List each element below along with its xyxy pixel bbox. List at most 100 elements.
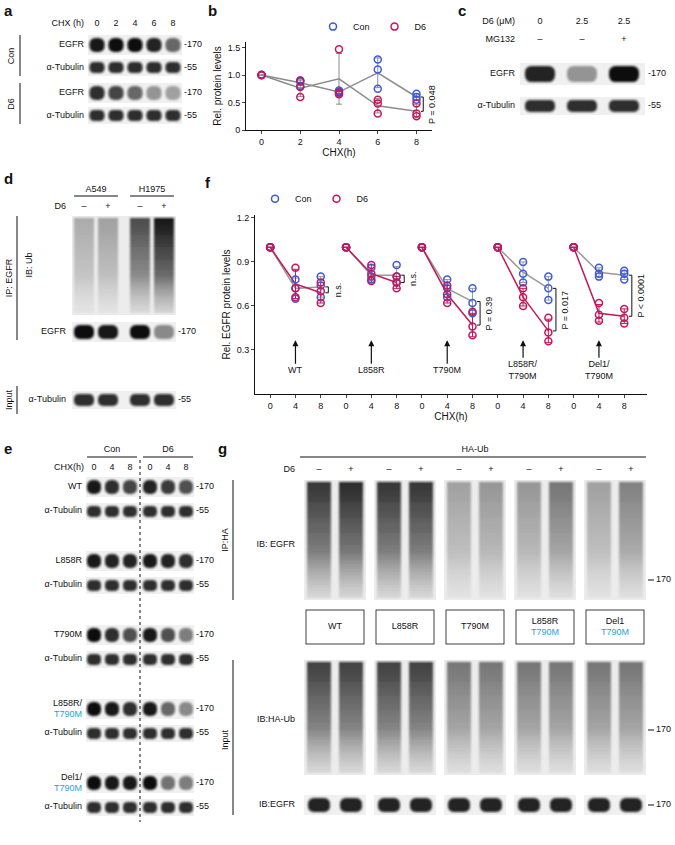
svg-text:D6 (μM): D6 (μM) (482, 16, 515, 26)
svg-text:IB: EGFR: IB: EGFR (256, 539, 295, 549)
svg-text:α-Tubulin: α-Tubulin (45, 505, 82, 515)
svg-text:-170: -170 (184, 87, 202, 97)
svg-text:+: + (558, 464, 563, 474)
svg-text:Con: Con (6, 48, 16, 65)
svg-text:1.5: 1.5 (228, 43, 241, 53)
svg-text:L858R/T790M: L858R/T790M (508, 359, 538, 381)
svg-text:D6: D6 (283, 464, 295, 474)
svg-text:T790M: T790M (433, 365, 461, 375)
svg-text:-55: -55 (196, 727, 209, 737)
svg-text:-170: -170 (196, 777, 214, 787)
svg-text:c: c (458, 2, 466, 19)
svg-text:0: 0 (259, 137, 264, 147)
svg-text:CHX(h): CHX(h) (434, 411, 467, 422)
svg-text:D6: D6 (162, 444, 174, 454)
svg-text:b: b (208, 2, 217, 19)
svg-text:0.6: 0.6 (237, 301, 250, 311)
svg-text:4: 4 (336, 137, 341, 147)
svg-text:0: 0 (235, 125, 240, 135)
svg-text:4: 4 (109, 462, 114, 472)
svg-text:0.9: 0.9 (237, 257, 250, 267)
svg-text:2.5: 2.5 (618, 16, 631, 26)
svg-text:Del1/T790M: Del1/T790M (585, 359, 613, 381)
svg-text:-170: -170 (184, 39, 202, 49)
svg-text:-55: -55 (184, 110, 197, 120)
svg-text:P < 0.0001: P < 0.0001 (636, 274, 646, 318)
svg-text:+: + (348, 464, 353, 474)
svg-text:0: 0 (495, 401, 500, 411)
svg-text:WT: WT (328, 621, 342, 631)
svg-text:EGFR: EGFR (490, 68, 516, 78)
svg-text:+: + (488, 464, 493, 474)
svg-text:Rel. EGFR protein levels: Rel. EGFR protein levels (221, 249, 232, 359)
svg-text:2: 2 (113, 18, 118, 28)
svg-text:1.0: 1.0 (228, 70, 241, 80)
svg-text:T790M: T790M (531, 627, 559, 637)
svg-text:α-Tubulin: α-Tubulin (478, 100, 515, 110)
svg-text:0: 0 (571, 401, 576, 411)
svg-text:-170: -170 (196, 629, 214, 639)
svg-text:Input: Input (220, 729, 230, 750)
svg-text:P = 0.017: P = 0.017 (560, 291, 570, 330)
svg-text:-170: -170 (196, 481, 214, 491)
svg-text:CHX (h): CHX (h) (51, 18, 84, 28)
svg-text:HA-Ub: HA-Ub (461, 444, 488, 454)
svg-text:IP:HA: IP:HA (220, 528, 230, 552)
svg-text:0: 0 (91, 462, 96, 472)
svg-text:n.s.: n.s. (333, 283, 343, 298)
svg-text:1.2: 1.2 (237, 213, 250, 223)
svg-text:–: – (579, 34, 584, 44)
svg-text:A549: A549 (85, 184, 106, 194)
svg-text:-55: -55 (196, 801, 209, 811)
svg-text:6: 6 (151, 18, 156, 28)
svg-text:–: – (596, 464, 601, 474)
svg-text:0.5: 0.5 (228, 98, 241, 108)
svg-text:-170: -170 (648, 68, 666, 78)
svg-text:g: g (218, 440, 227, 457)
svg-text:EGFR: EGFR (41, 326, 67, 336)
svg-text:Con: Con (353, 22, 370, 32)
svg-text:MG132: MG132 (485, 34, 515, 44)
svg-text:6: 6 (375, 137, 380, 147)
svg-text:EGFR: EGFR (59, 39, 85, 49)
svg-text:-170: -170 (196, 703, 214, 713)
svg-text:T790M: T790M (54, 783, 82, 793)
svg-text:EGFR: EGFR (59, 87, 85, 97)
svg-text:2: 2 (298, 137, 303, 147)
svg-text:-55: -55 (196, 579, 209, 589)
svg-text:8: 8 (546, 401, 551, 411)
svg-text:Con: Con (295, 194, 312, 204)
svg-text:-170: -170 (196, 555, 214, 565)
svg-text:170: 170 (656, 724, 671, 734)
svg-text:Del1: Del1 (606, 616, 625, 626)
svg-text:–: – (386, 464, 391, 474)
svg-text:α-Tubulin: α-Tubulin (45, 801, 82, 811)
svg-text:-55: -55 (648, 100, 661, 110)
svg-text:α-Tubulin: α-Tubulin (47, 62, 84, 72)
svg-text:IB:EGFR: IB:EGFR (259, 799, 296, 809)
svg-text:P = 0.39: P = 0.39 (484, 297, 494, 331)
svg-text:CHX(h): CHX(h) (322, 147, 355, 158)
svg-text:4: 4 (445, 401, 450, 411)
svg-text:4: 4 (596, 401, 601, 411)
svg-text:-55: -55 (196, 653, 209, 663)
svg-text:8: 8 (127, 462, 132, 472)
svg-text:+: + (161, 201, 166, 211)
svg-text:IB:HA-Ub: IB:HA-Ub (257, 714, 295, 724)
svg-text:-55: -55 (178, 394, 191, 404)
svg-text:4: 4 (132, 18, 137, 28)
svg-text:α-Tubulin: α-Tubulin (45, 727, 82, 737)
svg-text:D6: D6 (357, 194, 369, 204)
svg-text:–: – (537, 34, 542, 44)
svg-text:T790M: T790M (461, 621, 489, 631)
svg-text:L858R: L858R (392, 621, 419, 631)
svg-text:170: 170 (656, 574, 671, 584)
svg-text:CHX(h): CHX(h) (54, 462, 84, 472)
svg-text:-170: -170 (178, 326, 196, 336)
svg-text:WT: WT (68, 481, 82, 491)
svg-text:0: 0 (94, 18, 99, 28)
svg-text:–: – (81, 201, 86, 211)
svg-text:e: e (4, 440, 12, 457)
svg-text:0: 0 (419, 401, 424, 411)
svg-text:D6: D6 (415, 22, 427, 32)
